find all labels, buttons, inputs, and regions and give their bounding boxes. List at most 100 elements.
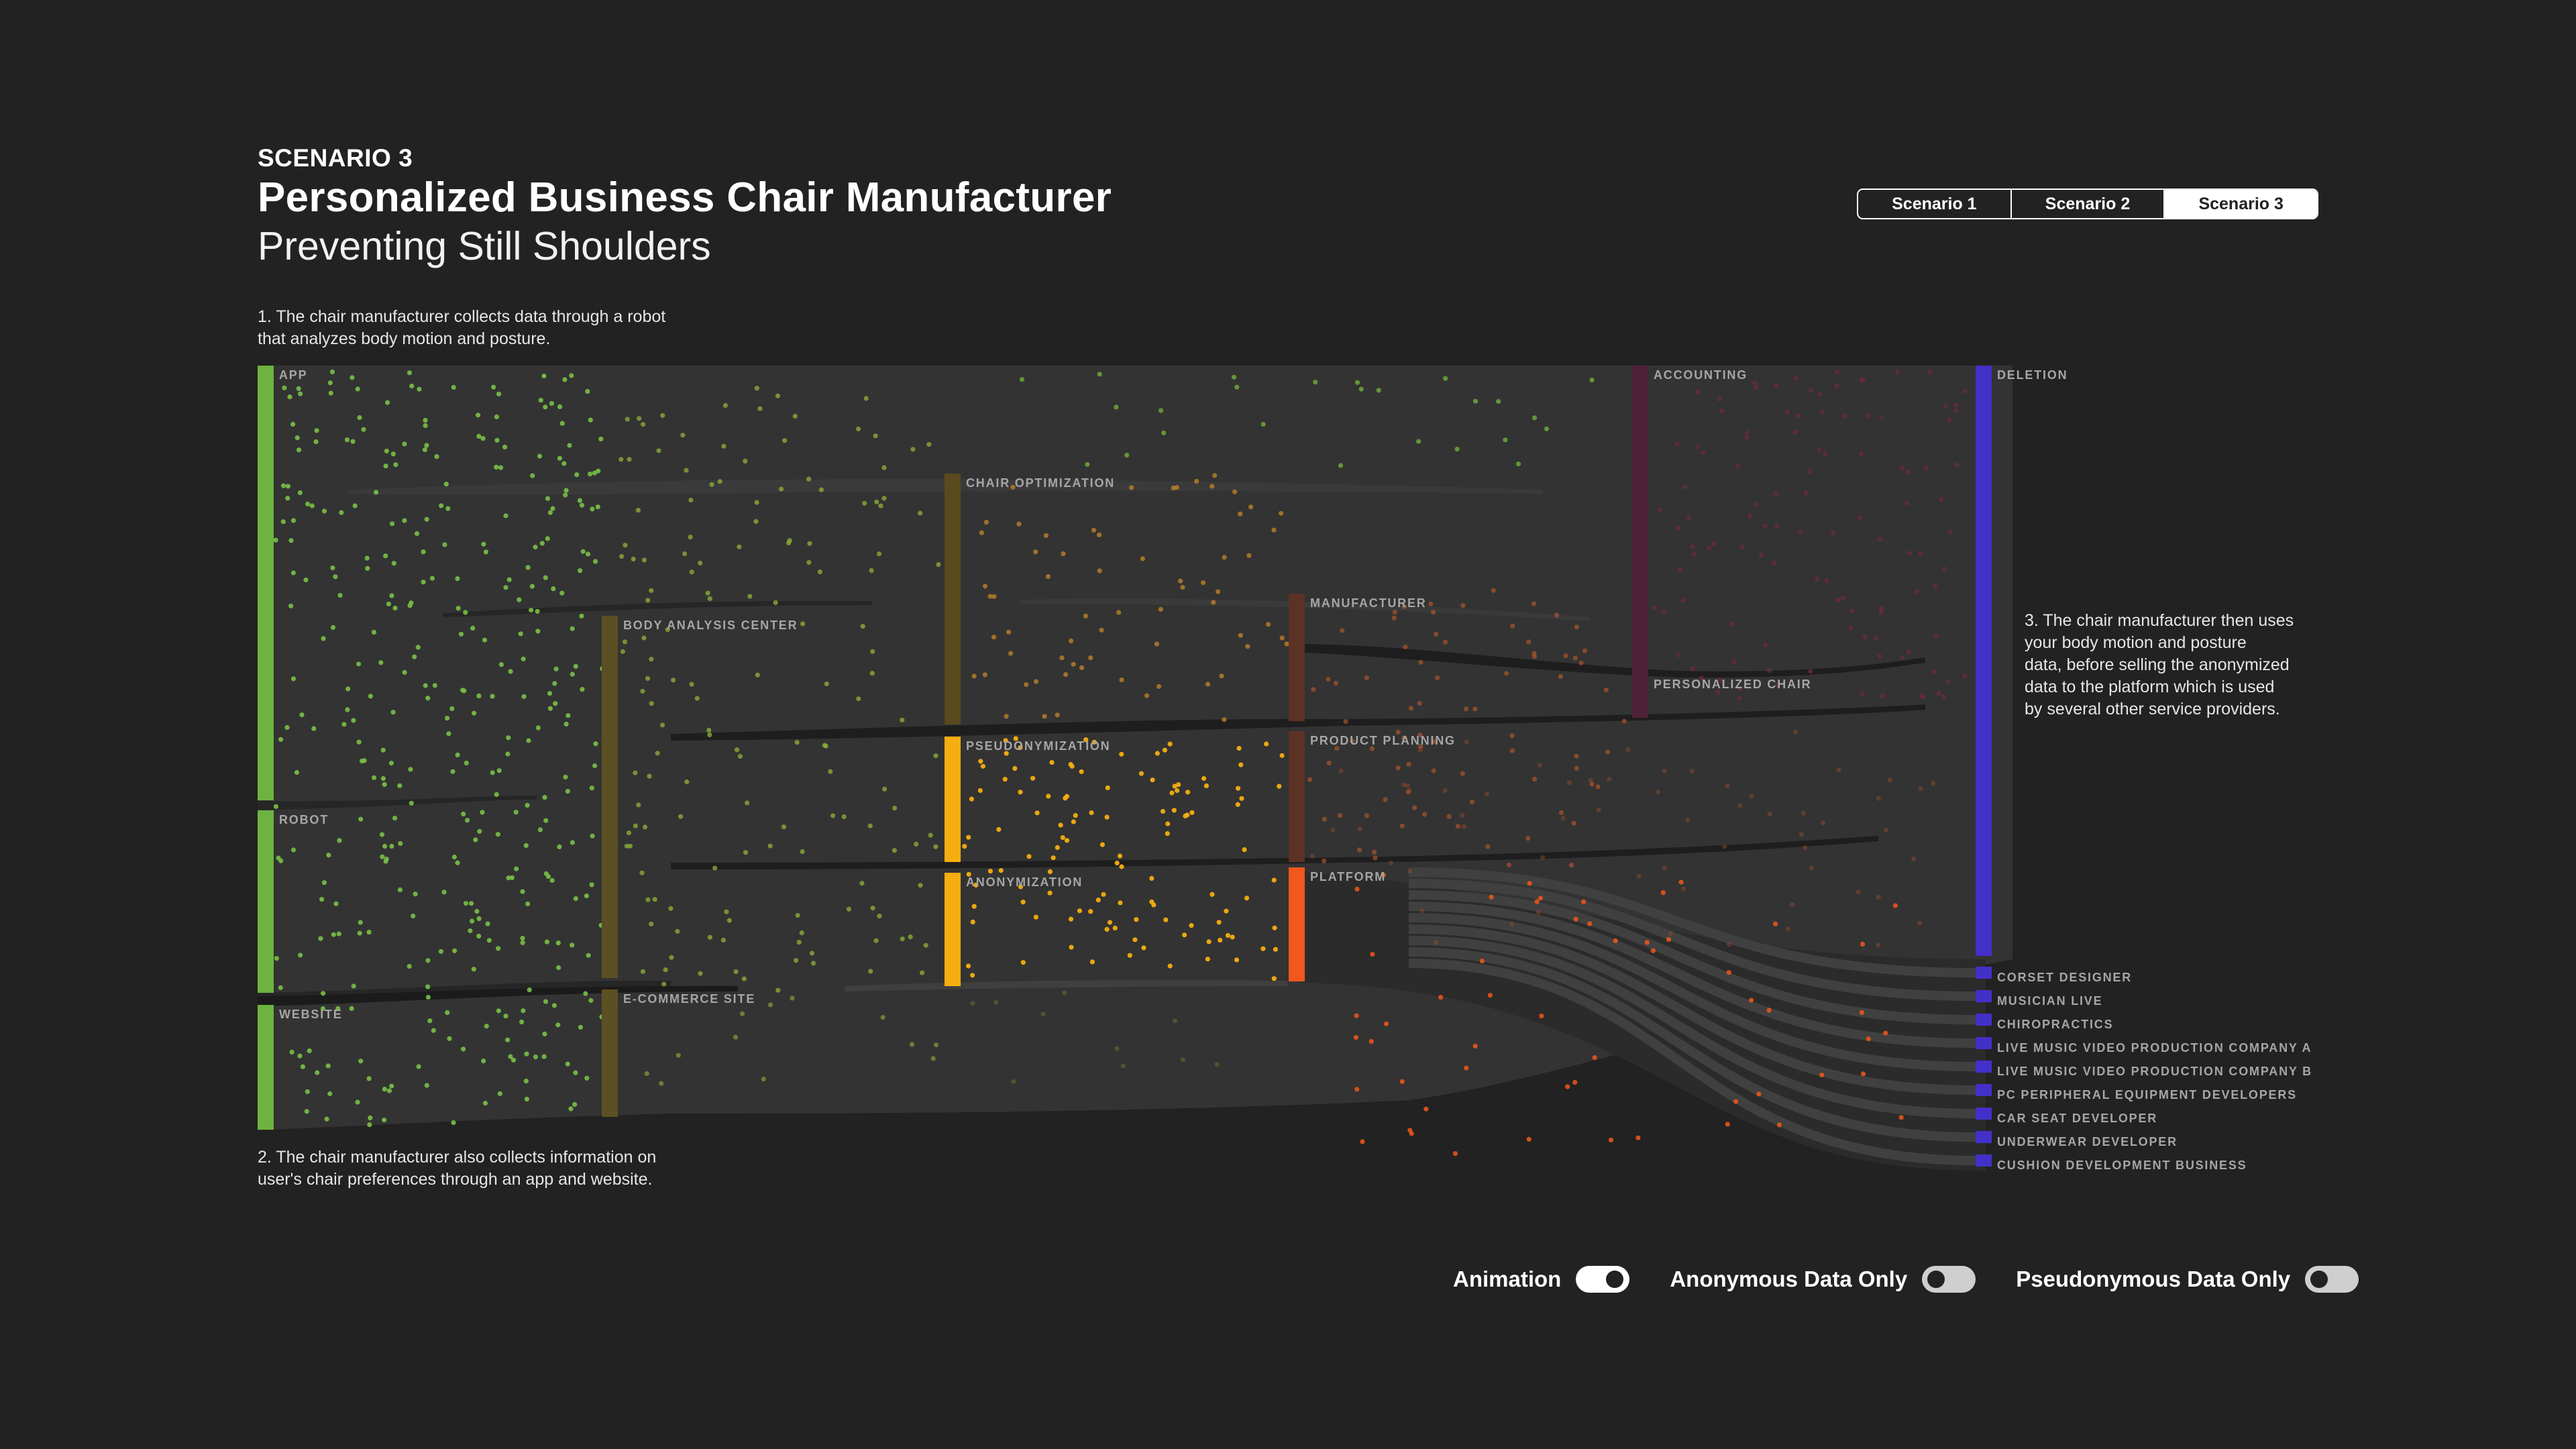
node-bar-platform[interactable] <box>1289 867 1305 981</box>
data-particle <box>1069 763 1075 769</box>
data-particle <box>1747 513 1752 519</box>
data-particle <box>720 937 726 943</box>
data-particle <box>1892 903 1898 908</box>
data-particle <box>870 906 875 911</box>
node-bar-cushion[interactable] <box>1976 1155 1992 1167</box>
data-particle <box>1201 580 1206 586</box>
pseudonymous-data-switch[interactable] <box>2305 1266 2359 1293</box>
data-particle <box>1589 782 1595 787</box>
data-particle <box>1405 790 1411 795</box>
node-bar-ecommerce-site[interactable] <box>602 989 618 1117</box>
data-particle <box>928 833 933 838</box>
data-particle <box>285 496 290 501</box>
data-particle <box>408 767 413 772</box>
data-particle <box>796 940 802 945</box>
data-particle <box>668 906 674 911</box>
data-particle <box>1412 805 1417 810</box>
node-bar-website[interactable] <box>258 1005 274 1130</box>
data-particle <box>1309 853 1315 859</box>
data-particle <box>1127 953 1132 958</box>
data-particle <box>739 1011 745 1016</box>
node-bar-lmv-b[interactable] <box>1976 1061 1992 1073</box>
node-bar-chiropractics[interactable] <box>1976 1014 1992 1026</box>
data-particle <box>707 934 712 940</box>
data-particle <box>1907 550 1913 556</box>
data-particle <box>583 991 588 996</box>
tab-scenario-1[interactable]: Scenario 1 <box>1892 194 1977 213</box>
data-particle <box>878 503 883 508</box>
data-particle <box>1357 847 1362 853</box>
data-particle <box>1656 790 1661 795</box>
data-particle <box>1830 530 1836 535</box>
data-particle <box>800 621 806 627</box>
data-particle <box>824 681 829 687</box>
data-particle <box>336 931 341 936</box>
node-bar-body-analysis-center[interactable] <box>602 616 618 978</box>
data-particle <box>1114 860 1120 866</box>
data-particle <box>1953 402 1959 408</box>
data-particle <box>1532 777 1538 782</box>
data-particle <box>371 775 377 780</box>
node-bar-pc-peripheral[interactable] <box>1976 1084 1992 1096</box>
node-bar-corset-designer[interactable] <box>1976 967 1992 979</box>
node-bar-accounting[interactable] <box>1632 366 1648 718</box>
data-particle <box>733 1034 738 1040</box>
data-particle <box>551 1003 557 1008</box>
tab-scenario-3[interactable]: Scenario 3 <box>2163 190 2317 218</box>
node-bar-app[interactable] <box>258 366 274 800</box>
data-particle <box>1784 409 1790 415</box>
data-particle <box>1918 786 1923 792</box>
node-bar-chair-optimization[interactable] <box>945 474 961 724</box>
tab-scenario-2[interactable]: Scenario 2 <box>2010 190 2164 218</box>
data-particle <box>1809 865 1815 871</box>
data-particle <box>1801 810 1806 816</box>
node-bar-robot[interactable] <box>258 810 274 993</box>
data-particle <box>1119 677 1124 683</box>
data-particle <box>1182 932 1187 938</box>
data-particle <box>1821 820 1826 826</box>
node-bar-car-seat[interactable] <box>1976 1108 1992 1120</box>
data-particle <box>1358 386 1364 392</box>
node-bar-manufacturer[interactable] <box>1289 594 1305 721</box>
node-bar-personalized-chair[interactable] <box>1632 675 1648 718</box>
data-particle <box>319 897 325 902</box>
data-particle <box>424 517 429 522</box>
data-particle <box>1326 760 1332 766</box>
data-particle <box>1819 1072 1825 1078</box>
data-particle <box>1114 1046 1120 1051</box>
data-particle <box>969 796 974 802</box>
data-particle <box>757 406 763 411</box>
data-particle <box>747 594 753 599</box>
data-particle <box>506 577 512 582</box>
data-particle <box>971 674 977 679</box>
data-particle <box>1105 785 1110 790</box>
node-bar-pseudonymization[interactable] <box>945 737 961 862</box>
data-particle <box>1554 612 1560 618</box>
data-particle <box>1674 441 1680 447</box>
node-bar-product-planning[interactable] <box>1289 731 1305 862</box>
data-particle <box>423 423 428 429</box>
data-particle <box>413 892 418 897</box>
anonymous-data-switch[interactable] <box>1922 1266 1976 1293</box>
node-bar-underwear[interactable] <box>1976 1131 1992 1143</box>
data-particle <box>1034 810 1040 816</box>
data-particle <box>1725 1122 1730 1127</box>
node-bar-musician-live[interactable] <box>1976 990 1992 1002</box>
data-particle <box>278 858 284 863</box>
data-particle <box>273 537 278 543</box>
data-particle <box>1083 613 1088 619</box>
data-particle <box>592 763 598 769</box>
data-particle <box>562 377 568 382</box>
node-bar-lmv-a[interactable] <box>1976 1037 1992 1049</box>
data-particle <box>557 455 563 461</box>
data-particle <box>397 887 403 892</box>
data-particle <box>349 1006 354 1011</box>
node-bar-anonymization[interactable] <box>945 873 961 986</box>
node-bar-deletion[interactable] <box>1976 366 1992 956</box>
data-particle <box>461 811 466 816</box>
animation-switch[interactable] <box>1576 1266 1630 1293</box>
data-particle <box>1061 551 1066 557</box>
data-particle <box>1246 553 1252 558</box>
data-particle <box>1749 794 1754 799</box>
data-particle <box>290 570 296 576</box>
